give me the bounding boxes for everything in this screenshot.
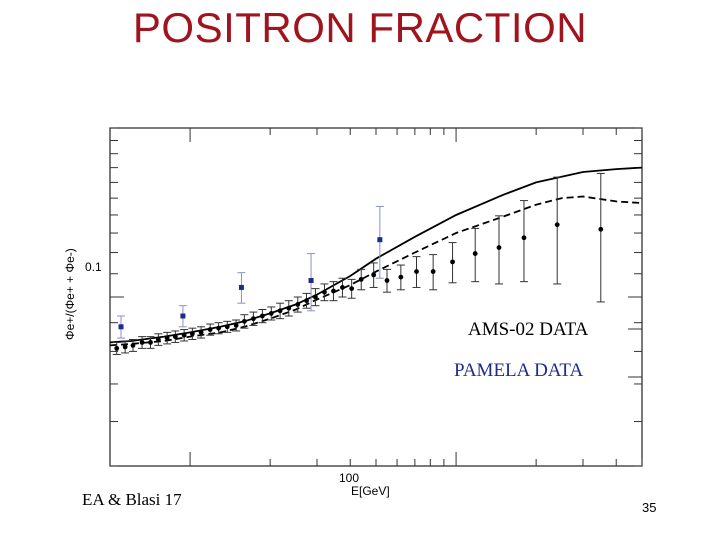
ams-point: [181, 332, 187, 338]
ams-point: [250, 316, 256, 322]
ams-point: [139, 340, 145, 345]
ams-point: [155, 337, 161, 342]
ams-point: [268, 310, 274, 316]
ams-point: [340, 285, 345, 290]
ams-point: [189, 331, 195, 337]
data-points: [114, 222, 604, 351]
ams-point: [430, 269, 436, 274]
y-tick-label-0.1: 0.1: [85, 260, 102, 274]
ams-point: [259, 313, 265, 319]
ams-point: [496, 245, 502, 250]
ams-point: [358, 276, 364, 282]
ams-point: [224, 324, 230, 330]
ams-point: [207, 327, 213, 332]
ams-point: [164, 335, 170, 341]
legend-ams: AMS-02 DATA: [468, 319, 589, 340]
ams-point: [216, 325, 221, 331]
ams-point: [277, 308, 283, 314]
ams-point: [172, 334, 178, 340]
ams-point: [398, 274, 404, 280]
page-number: 35: [642, 500, 657, 515]
ams-point: [384, 278, 390, 283]
ams-point: [598, 226, 604, 232]
x-axis-label: E[GeV]: [351, 484, 390, 498]
ams-point: [450, 259, 455, 265]
ams-point: [304, 298, 309, 304]
pamela-point: [238, 284, 244, 290]
model-curve-solid: [109, 166, 643, 344]
y-axis-label: Φe+/(Φe+ + Φe-): [63, 248, 77, 340]
ams-point: [313, 294, 318, 300]
pamela-point: [308, 278, 314, 284]
ams-point: [349, 286, 355, 292]
ams-point: [414, 269, 419, 274]
pamela-point: [180, 313, 186, 319]
ams-point: [241, 318, 247, 324]
ams-point: [295, 302, 301, 307]
pamela-point: [377, 237, 383, 243]
ams-point: [198, 329, 204, 335]
model-curve-dashed: [109, 195, 643, 347]
plot-frame-rect: [109, 127, 643, 467]
x-tick-label-100: 100: [339, 471, 359, 485]
plot-frame: [109, 127, 643, 467]
ams-point: [322, 289, 327, 295]
legend: AMS-02 DATA PAMELA DATA: [454, 319, 642, 381]
ams-point: [114, 345, 120, 351]
ams-point: [233, 323, 239, 328]
axis-labels: 0.1 100 E[GeV] Φe+/(Φe+ + Φe-): [63, 248, 390, 498]
pamela-point: [118, 324, 124, 330]
ams-point: [472, 251, 478, 256]
citation: EA & Blasi 17: [82, 490, 182, 509]
ams-point: [122, 344, 128, 350]
axis-ticks: [110, 127, 643, 467]
page-title: POSITRON FRACTION: [132, 4, 588, 51]
legend-pamela: PAMELA DATA: [454, 360, 583, 381]
ams-point: [371, 272, 377, 278]
ams-point: [521, 235, 527, 241]
ams-point: [331, 288, 336, 294]
ams-point: [130, 342, 136, 348]
ams-point: [148, 340, 153, 345]
ams-point: [286, 305, 292, 311]
ams-point: [554, 222, 560, 228]
